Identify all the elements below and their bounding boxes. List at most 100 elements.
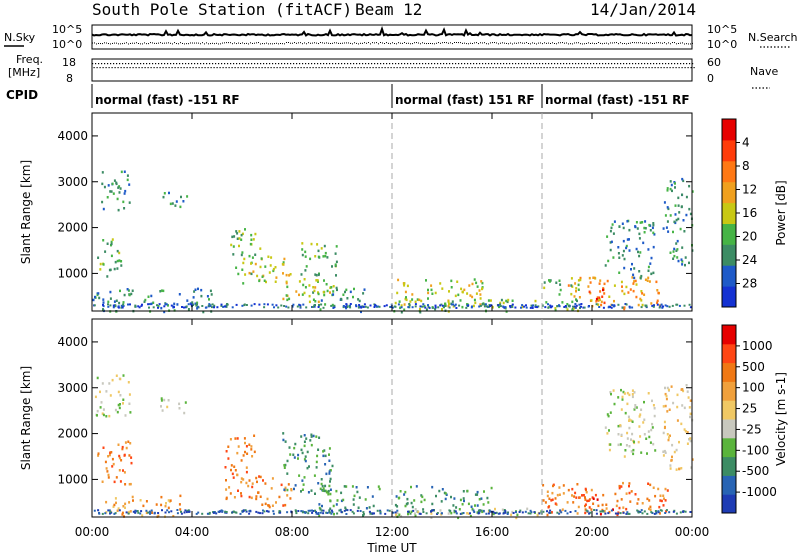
data-cell (590, 488, 593, 492)
nave-point (132, 67, 134, 69)
freq-point (113, 63, 115, 65)
data-cell (319, 487, 322, 491)
freq-point (635, 63, 637, 65)
data-cell (632, 282, 635, 285)
nave-point (609, 67, 611, 69)
data-cell (603, 301, 606, 305)
freq-point (401, 63, 403, 65)
data-cell (447, 305, 450, 308)
data-cell (637, 498, 640, 501)
nsearch-point (518, 42, 519, 44)
data-cell (428, 306, 431, 309)
nsearch-point (608, 43, 609, 45)
nsearch-point (346, 42, 347, 44)
nave-point (147, 67, 149, 69)
data-cell (322, 509, 325, 512)
nave-point (477, 67, 479, 69)
nave-point (390, 67, 392, 69)
data-cell (107, 473, 110, 477)
data-cell (166, 509, 169, 512)
freq-point (338, 63, 340, 65)
nave-point (669, 67, 671, 69)
nave-point (213, 67, 215, 69)
colorbar-tick-label: 8 (742, 159, 750, 173)
data-cell (669, 251, 672, 254)
freq-point (581, 63, 583, 65)
data-cell (418, 298, 421, 302)
data-cell (403, 284, 406, 287)
data-cell (263, 303, 266, 306)
data-cell (609, 248, 612, 252)
data-cell (282, 261, 285, 264)
data-cell (361, 305, 364, 308)
nsearch-point (116, 42, 117, 44)
nave-point (462, 67, 464, 69)
data-cell (248, 479, 251, 482)
data-cell (227, 457, 230, 460)
data-cell (418, 512, 421, 515)
data-cell (647, 248, 650, 251)
data-cell (326, 512, 329, 514)
data-cell (679, 227, 682, 231)
nsearch-point (690, 43, 691, 45)
data-cell (386, 509, 389, 512)
data-cell (139, 499, 142, 502)
y-tick-label: 4000 (57, 335, 88, 349)
data-cell (274, 280, 277, 283)
data-cell (637, 511, 640, 514)
data-cell (623, 266, 626, 270)
data-cell (309, 509, 312, 512)
colorbar-tick-label: 12 (742, 183, 757, 197)
data-cell (572, 305, 574, 308)
freq-point (563, 63, 565, 65)
freq-point (350, 63, 352, 65)
data-cell (324, 489, 327, 493)
data-cell (311, 511, 314, 514)
data-cell (269, 264, 272, 267)
data-cell (283, 305, 286, 307)
data-cell (112, 462, 115, 466)
nsearch-point (146, 43, 147, 45)
colorbar-label: Power [dB] (774, 180, 788, 245)
nave-point (231, 67, 233, 69)
freq-point (395, 63, 397, 65)
data-cell (324, 251, 327, 255)
nave-point (111, 67, 113, 69)
data-cell (244, 450, 246, 454)
data-cell (681, 193, 684, 196)
data-cell (344, 305, 347, 308)
data-cell (303, 434, 306, 437)
nave-point (180, 67, 182, 69)
data-cell (595, 303, 598, 306)
data-cell (660, 303, 663, 306)
data-cell (116, 509, 119, 512)
data-cell (328, 470, 331, 473)
data-cell (106, 242, 109, 245)
data-cell (604, 264, 607, 267)
data-cell (680, 388, 683, 391)
data-cell (310, 435, 313, 438)
data-cell (503, 306, 506, 309)
nsearch-point (122, 43, 123, 45)
data-cell (675, 448, 678, 452)
data-cell (213, 511, 216, 514)
nave-point (195, 67, 197, 69)
nsearch-point (678, 42, 679, 44)
data-cell (307, 509, 310, 512)
data-cell (200, 294, 203, 298)
data-cell (272, 267, 275, 271)
data-cell (676, 256, 679, 259)
data-cell (329, 488, 332, 491)
nave-point (474, 67, 476, 69)
data-cell (124, 483, 127, 486)
freq-point (242, 63, 244, 65)
data-cell (627, 291, 630, 294)
data-cell (441, 308, 443, 311)
data-cell (681, 263, 684, 266)
data-cell (487, 306, 490, 308)
freq-point (95, 63, 97, 65)
data-cell (682, 510, 685, 513)
data-cell (207, 304, 210, 307)
cpid-segment-label: normal (fast) -151 RF (95, 93, 240, 107)
